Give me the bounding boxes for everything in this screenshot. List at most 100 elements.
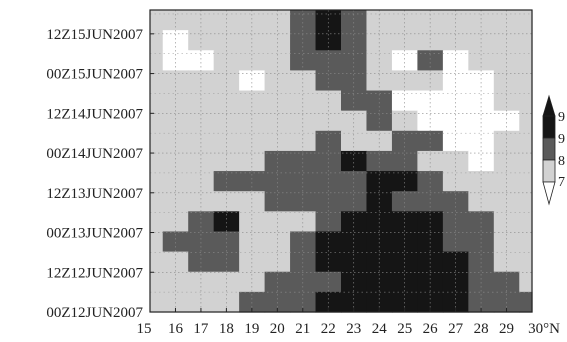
contour-cell bbox=[290, 171, 317, 192]
contour-cell bbox=[213, 70, 240, 92]
contour-cell bbox=[493, 211, 520, 233]
contour-cell bbox=[264, 30, 291, 51]
contour-cell bbox=[468, 110, 495, 132]
contour-cell bbox=[150, 171, 164, 192]
colorbar-top-arrow bbox=[542, 94, 556, 117]
contour-cell bbox=[519, 231, 533, 253]
contour-cell bbox=[239, 211, 266, 233]
contour-cell bbox=[519, 70, 533, 92]
contour-cell bbox=[417, 271, 444, 293]
contour-cell bbox=[391, 231, 418, 253]
contour-cell bbox=[264, 271, 291, 293]
x-tick-label: 26 bbox=[423, 321, 439, 337]
contour-cell bbox=[417, 291, 444, 313]
contour-cell bbox=[315, 171, 342, 192]
contour-cell bbox=[162, 150, 189, 172]
x-tick-label: 22 bbox=[321, 321, 336, 337]
contour-cell bbox=[150, 150, 164, 172]
contour-cell bbox=[468, 30, 495, 51]
contour-cell bbox=[341, 211, 368, 233]
contour-cell bbox=[315, 191, 342, 212]
contour-cell bbox=[315, 70, 342, 92]
contour-cell bbox=[150, 251, 164, 273]
contour-cell bbox=[290, 110, 317, 132]
contour-cell bbox=[391, 191, 418, 212]
contour-cell bbox=[468, 70, 495, 92]
colorbar-label: 9 bbox=[558, 110, 565, 125]
contour-cell bbox=[519, 171, 533, 192]
x-tick-label: 24 bbox=[372, 321, 388, 337]
contour-cell bbox=[150, 191, 164, 212]
contour-cell bbox=[239, 10, 266, 31]
x-tick-label: 21 bbox=[295, 321, 310, 337]
contour-cell bbox=[162, 50, 189, 71]
contour-cell bbox=[239, 90, 266, 112]
contour-cell bbox=[315, 130, 342, 152]
contour-cell bbox=[468, 191, 495, 212]
contour-cell bbox=[188, 110, 215, 132]
contour-cell bbox=[264, 291, 291, 313]
contour-cell bbox=[239, 150, 266, 172]
contour-cell bbox=[264, 10, 291, 31]
contour-cell bbox=[417, 171, 444, 192]
contour-cell bbox=[315, 211, 342, 233]
contour-cell bbox=[188, 30, 215, 51]
contour-cell bbox=[213, 130, 240, 152]
contour-cell bbox=[264, 70, 291, 92]
contour-cell bbox=[150, 231, 164, 253]
contour-cell bbox=[150, 50, 164, 71]
y-tick-label: 00Z12JUN2007 bbox=[46, 305, 143, 321]
contour-cell bbox=[264, 251, 291, 273]
contour-cell bbox=[290, 70, 317, 92]
plot-frame bbox=[149, 9, 533, 313]
contour-cell bbox=[442, 10, 469, 31]
contour-cell bbox=[366, 191, 393, 212]
contour-cell bbox=[213, 10, 240, 31]
colorbar-segment bbox=[542, 137, 556, 161]
contour-cell bbox=[442, 251, 469, 273]
y-tick-label: 00Z14JUN2007 bbox=[46, 146, 143, 162]
contour-cell bbox=[188, 211, 215, 233]
contour-cell bbox=[366, 291, 393, 313]
y-tick-label: 12Z15JUN2007 bbox=[46, 27, 143, 43]
contour-cell bbox=[493, 50, 520, 71]
contour-cell bbox=[391, 110, 418, 132]
colorbar-label: 7 bbox=[558, 175, 565, 190]
contour-cell bbox=[442, 271, 469, 293]
contour-cell bbox=[493, 90, 520, 112]
contour-cell bbox=[341, 70, 368, 92]
contour-cell bbox=[391, 30, 418, 51]
contour-cell bbox=[366, 150, 393, 172]
contour-cell bbox=[341, 90, 368, 112]
contour-cell bbox=[417, 251, 444, 273]
contour-cell bbox=[468, 251, 495, 273]
contour-cell bbox=[150, 291, 164, 313]
contour-cell bbox=[493, 251, 520, 273]
contour-cell bbox=[442, 171, 469, 192]
contour-cell bbox=[391, 150, 418, 172]
contour-cell bbox=[493, 30, 520, 51]
contour-cell bbox=[150, 110, 164, 132]
contour-cell bbox=[188, 90, 215, 112]
y-tick-label: 00Z13JUN2007 bbox=[46, 226, 143, 242]
contour-cell bbox=[264, 50, 291, 71]
contour-cell bbox=[493, 231, 520, 253]
contour-cell bbox=[417, 231, 444, 253]
contour-cell bbox=[391, 70, 418, 92]
contour-cell bbox=[341, 191, 368, 212]
contour-cell bbox=[341, 110, 368, 132]
contour-cell bbox=[188, 191, 215, 212]
contour-cell bbox=[341, 30, 368, 51]
contour-cell bbox=[366, 171, 393, 192]
contour-cell bbox=[213, 291, 240, 313]
x-tick-label: 18 bbox=[219, 321, 234, 337]
contour-cell bbox=[417, 10, 444, 31]
contour-cell bbox=[493, 110, 520, 132]
contour-cell bbox=[162, 251, 189, 273]
contour-cell bbox=[239, 110, 266, 132]
contour-cell bbox=[315, 90, 342, 112]
contour-cell bbox=[239, 130, 266, 152]
x-tick-label: 25 bbox=[397, 321, 412, 337]
contour-cell bbox=[239, 70, 266, 92]
